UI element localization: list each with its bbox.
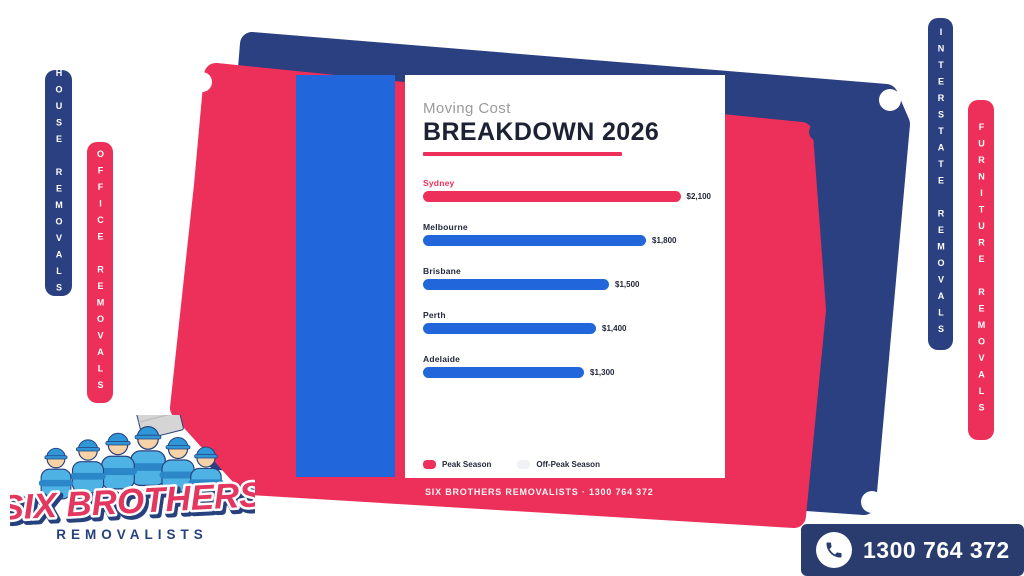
chart-legend: Peak Season Off-Peak Season	[423, 460, 600, 469]
bar-value: $1,300	[590, 368, 615, 377]
bar-brisbane	[423, 279, 609, 290]
chart-row: Perth $1,400	[423, 310, 711, 334]
bar-value: $1,400	[602, 324, 627, 333]
legend-swatch	[517, 460, 531, 469]
chart-title: BREAKDOWN 2026	[423, 118, 660, 146]
logo-tagline: REMOVALISTS	[56, 527, 208, 542]
chart-row: Sydney $2,100	[423, 178, 711, 202]
bar-line: $1,400	[423, 323, 711, 334]
legend-label: Peak Season	[442, 460, 492, 469]
bite-cutout	[192, 72, 212, 92]
bar-value: $1,500	[615, 280, 640, 289]
bar-line: $1,500	[423, 279, 711, 290]
bar-value: $1,800	[652, 236, 677, 245]
card-footer-caption: SIX BROTHERS REMOVALISTS · 1300 764 372	[425, 487, 654, 497]
bar-label: Melbourne	[423, 222, 468, 232]
banner-label: HOUSE REMOVALS	[54, 67, 64, 299]
banner-label: INTERSTATE REMOVALS	[936, 27, 946, 341]
chart-row: Adelaide $1,300	[423, 354, 711, 378]
logo-wordmark-main: SIX BROTHERS	[10, 475, 255, 528]
movers-illustration	[41, 415, 221, 499]
bar-melbourne	[423, 235, 646, 246]
bar-label: Adelaide	[423, 354, 461, 364]
bite-cutout	[861, 491, 883, 513]
chart-row: Brisbane $1,500	[423, 266, 711, 290]
logo-wordmark: SIX BROTHERS SIX BROTHERS	[10, 473, 255, 535]
bar-perth	[423, 323, 596, 334]
bar-value: $2,100	[686, 192, 711, 201]
bar-label: Sydney	[423, 178, 455, 188]
bar-line: $1,300	[423, 367, 711, 378]
phone-number: 1300 764 372	[863, 536, 1010, 563]
chart-row: Melbourne $1,800	[423, 222, 711, 246]
banner-label: OFFICE REMOVALS	[95, 148, 106, 397]
blue-accent-panel	[296, 75, 395, 477]
banner-office-removals: OFFICE REMOVALS	[87, 142, 113, 403]
bite-cutout	[809, 123, 827, 141]
bite-cutout	[879, 89, 901, 111]
legend-swatch	[423, 460, 436, 469]
chart-rows: Sydney $2,100 Melbourne $1,800 Brisbane $1,50…	[423, 178, 711, 378]
company-logo: SIX BROTHERS SIX BROTHERS REMOVALISTS	[10, 415, 255, 542]
chart-subtitle: Moving Cost	[423, 100, 511, 117]
bar-line: $1,800	[423, 235, 711, 246]
bar-sydney	[423, 191, 681, 202]
banner-interstate-removals: INTERSTATE REMOVALS	[928, 18, 953, 350]
title-underline	[423, 152, 622, 156]
banner-furniture-removals: FURNITURE REMOVALS	[968, 100, 994, 440]
bite-cutout	[212, 30, 232, 50]
bar-adelaide	[423, 367, 584, 378]
phone-icon	[816, 532, 852, 568]
banner-house-removals: HOUSE REMOVALS	[45, 67, 72, 299]
banner-label: FURNITURE REMOVALS	[976, 121, 987, 419]
bar-label: Brisbane	[423, 266, 461, 276]
bar-line: $2,100	[423, 191, 711, 202]
legend-item: Off-Peak Season	[517, 460, 600, 469]
phone-cta-button[interactable]: 1300 764 372	[801, 524, 1024, 576]
chart-card: Moving Cost BREAKDOWN 2026 Sydney $2,100 M…	[405, 75, 725, 478]
bar-label: Perth	[423, 310, 446, 320]
legend-label: Off-Peak Season	[536, 460, 600, 469]
legend-item: Peak Season	[423, 460, 491, 469]
